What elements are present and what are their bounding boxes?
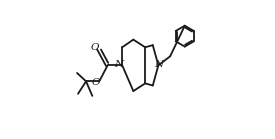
Text: N: N <box>154 60 163 69</box>
Text: O: O <box>90 43 99 52</box>
Text: O: O <box>92 78 100 86</box>
Text: N: N <box>115 60 124 69</box>
